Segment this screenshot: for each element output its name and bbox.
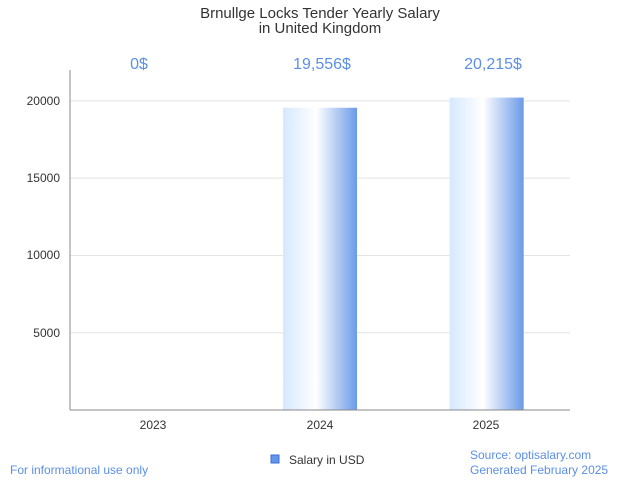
legend-label: Salary in USD — [289, 453, 365, 467]
y-tick-label: 20000 — [27, 94, 61, 108]
disclaimer-text: For informational use only — [10, 463, 148, 477]
legend[interactable]: Salary in USD — [270, 453, 365, 467]
x-tick-label: 2025 — [473, 418, 500, 432]
bar-2025[interactable] — [449, 97, 524, 410]
y-tick-label: 15000 — [27, 171, 61, 185]
generated-date-text: Generated February 2025 — [470, 463, 608, 477]
data-label: 20,215$ — [464, 56, 522, 73]
y-tick-label: 10000 — [27, 248, 61, 262]
legend-swatch — [270, 454, 280, 464]
chart-title-line-1: Brnullge Locks Tender Yearly Salary — [200, 5, 440, 22]
y-tick-label: 5000 — [33, 326, 60, 340]
x-tick-label: 2023 — [140, 418, 167, 432]
source-text: Source: optisalary.com — [470, 448, 591, 462]
x-tick-label: 2024 — [307, 418, 334, 432]
bars — [283, 97, 524, 411]
bar-2024[interactable] — [283, 107, 357, 411]
chart-title-line-2: in United Kingdom — [259, 20, 382, 37]
data-label: 0$ — [130, 56, 148, 73]
data-label: 19,556$ — [293, 56, 351, 73]
